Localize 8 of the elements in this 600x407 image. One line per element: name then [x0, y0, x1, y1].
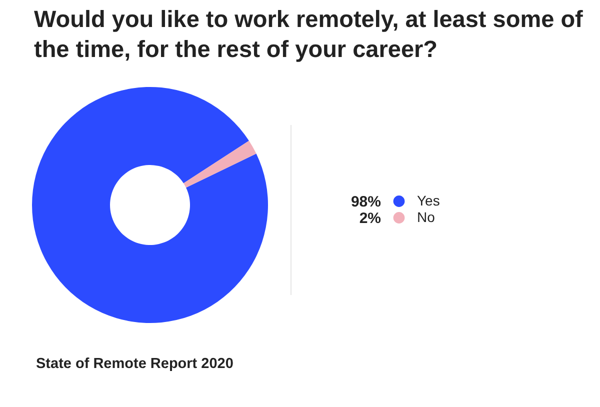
- data-label: 2%: [359, 210, 381, 227]
- text: State of Remote Report 2020: [36, 356, 234, 372]
- legend-label: Yes: [417, 192, 440, 208]
- data-label: 98%: [350, 193, 381, 210]
- legend-label: No: [417, 208, 436, 225]
- chart-title: Would you like to work remotely, at least some of the time, for the rest of your career?: [34, 5, 584, 64]
- donut-slice: [32, 87, 268, 323]
- donut-slice: [184, 140, 256, 188]
